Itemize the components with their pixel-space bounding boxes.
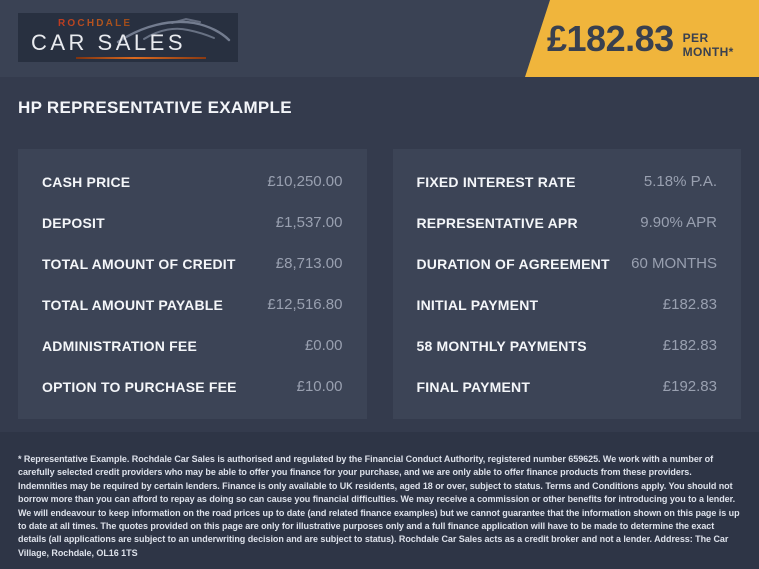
row-value: £10.00 <box>296 378 343 395</box>
row-label: INITIAL PAYMENT <box>416 296 539 313</box>
row-value: £192.83 <box>662 378 717 395</box>
table-row: TOTAL AMOUNT PAYABLE £12,516.80 <box>42 296 343 313</box>
row-value: 60 MONTHS <box>631 255 717 272</box>
main-section: HP REPRESENTATIVE EXAMPLE CASH PRICE £10… <box>0 77 759 432</box>
row-label: FINAL PAYMENT <box>416 378 531 395</box>
monthly-price-period: PER MONTH* <box>682 30 734 59</box>
row-value: £8,713.00 <box>275 255 343 272</box>
table-row: ADMINISTRATION FEE £0.00 <box>42 337 343 354</box>
table-row: INITIAL PAYMENT £182.83 <box>417 296 718 313</box>
car-silhouette-icon <box>114 16 232 51</box>
row-label: DURATION OF AGREEMENT <box>416 255 610 272</box>
table-row: DURATION OF AGREEMENT 60 MONTHS <box>417 255 718 272</box>
monthly-price-amount: £182.83 <box>547 17 674 59</box>
row-value: £1,537.00 <box>275 214 343 231</box>
table-row: DEPOSIT £1,537.00 <box>42 214 343 231</box>
row-label: CASH PRICE <box>42 173 131 190</box>
dealer-name-line2: CAR SALES <box>31 30 186 55</box>
header-bar: ROCHDALE CAR SALES £182.83 PER MONTH* <box>0 0 759 77</box>
table-row: REPRESENTATIVE APR 9.90% APR <box>417 214 718 231</box>
table-row: 58 MONTHLY PAYMENTS £182.83 <box>417 337 718 354</box>
dealer-name-line1: ROCHDALE <box>58 18 133 29</box>
row-label: REPRESENTATIVE APR <box>416 214 578 231</box>
row-value: 9.90% APR <box>640 214 717 231</box>
row-label: ADMINISTRATION FEE <box>42 337 198 354</box>
row-value: £0.00 <box>304 337 343 354</box>
table-row: OPTION TO PURCHASE FEE £10.00 <box>42 378 343 395</box>
finance-panel-left: CASH PRICE £10,250.00 DEPOSIT £1,537.00 … <box>18 149 367 419</box>
row-label: OPTION TO PURCHASE FEE <box>42 378 237 395</box>
row-label: TOTAL AMOUNT PAYABLE <box>42 296 224 313</box>
footer-section: * Representative Example. Rochdale Car S… <box>0 432 759 569</box>
page-title: HP REPRESENTATIVE EXAMPLE <box>18 98 292 117</box>
table-row: FINAL PAYMENT £192.83 <box>417 378 718 395</box>
table-row: CASH PRICE £10,250.00 <box>42 173 343 190</box>
finance-panel-right: FIXED INTEREST RATE 5.18% P.A. REPRESENT… <box>392 149 741 419</box>
row-label: TOTAL AMOUNT OF CREDIT <box>42 255 236 272</box>
row-label: 58 MONTHLY PAYMENTS <box>416 337 587 354</box>
row-value: £182.83 <box>662 337 717 354</box>
row-value: £12,516.80 <box>267 296 343 313</box>
row-value: 5.18% P.A. <box>643 173 717 190</box>
table-row: TOTAL AMOUNT OF CREDIT £8,713.00 <box>42 255 343 272</box>
legal-disclaimer: * Representative Example. Rochdale Car S… <box>18 454 740 558</box>
row-value: £182.83 <box>662 296 717 313</box>
row-value: £10,250.00 <box>267 173 343 190</box>
row-label: FIXED INTEREST RATE <box>416 173 576 190</box>
finance-panels: CASH PRICE £10,250.00 DEPOSIT £1,537.00 … <box>18 149 741 419</box>
dealer-logo[interactable]: ROCHDALE CAR SALES <box>18 13 238 62</box>
row-label: DEPOSIT <box>42 214 105 231</box>
monthly-price-banner: £182.83 PER MONTH* <box>525 0 759 77</box>
logo-underline <box>76 57 206 59</box>
table-row: FIXED INTEREST RATE 5.18% P.A. <box>417 173 718 190</box>
